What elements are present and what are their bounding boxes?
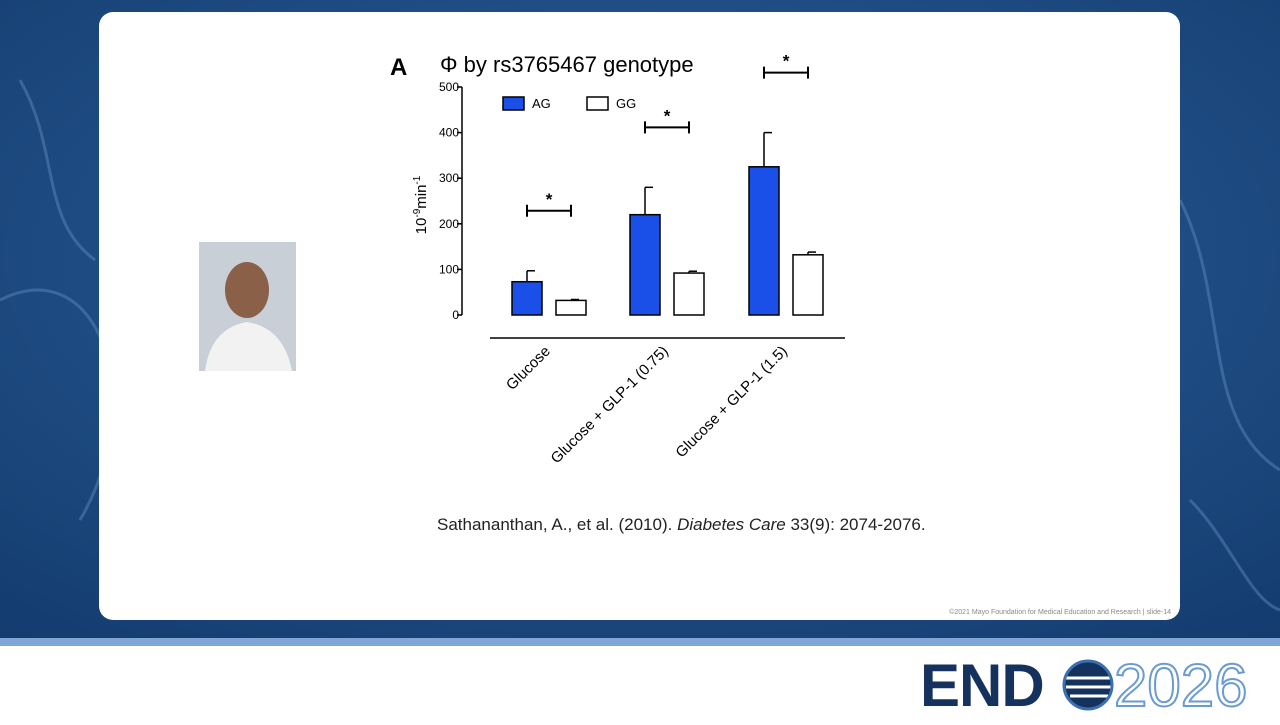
photo-coat: [205, 322, 292, 371]
legend-label: AG: [532, 96, 551, 111]
y-tick-label: 500: [439, 80, 459, 94]
significance-marker: *: [664, 106, 671, 125]
significance-bracket: [644, 121, 690, 134]
significance-marker: *: [546, 190, 553, 209]
chart-title: Φ by rs3765467 genotype: [440, 52, 694, 77]
citation: Sathananthan, A., et al. (2010). Diabete…: [437, 515, 926, 534]
citation-rest: 33(9): 2074-2076.: [786, 515, 926, 534]
bar: [792, 254, 824, 316]
logo-globe: [1062, 659, 1114, 711]
significance-marker: *: [783, 52, 790, 71]
photo-face: [225, 262, 269, 318]
logo-left: END: [920, 652, 1044, 719]
y-tick-label: 0: [452, 308, 459, 322]
y-label-base: 10: [413, 218, 430, 235]
y-label-unit: min: [413, 185, 430, 209]
divider: [0, 638, 1280, 646]
bar: [748, 166, 780, 316]
legend-swatch: [502, 96, 525, 111]
significance-bracket: [526, 204, 572, 217]
bar: [511, 280, 543, 316]
legend-swatch: [586, 96, 609, 111]
y-label-exp: -9: [412, 208, 423, 217]
citation-authors: Sathananthan, A., et al. (2010).: [437, 515, 677, 534]
panel-label: A: [390, 54, 407, 81]
y-tick-label: 200: [439, 217, 459, 231]
slide-panel: [99, 12, 1180, 620]
bar: [673, 272, 705, 316]
footer: ©2021 Mayo Foundation for Medical Educat…: [949, 608, 1171, 616]
y-tick-label: 400: [439, 126, 459, 140]
y-label-unit-exp: -1: [412, 175, 423, 184]
bar: [629, 213, 661, 316]
citation-journal: Diabetes Care: [677, 515, 786, 534]
y-tick-label: 100: [439, 262, 459, 276]
significance-bracket: [763, 66, 809, 79]
bar: [555, 299, 587, 316]
y-axis-label: 10-9min-1: [412, 175, 430, 234]
y-tick-label: 300: [439, 171, 459, 185]
legend-label: GG: [616, 96, 636, 111]
logo-right: 2026: [1114, 652, 1247, 719]
